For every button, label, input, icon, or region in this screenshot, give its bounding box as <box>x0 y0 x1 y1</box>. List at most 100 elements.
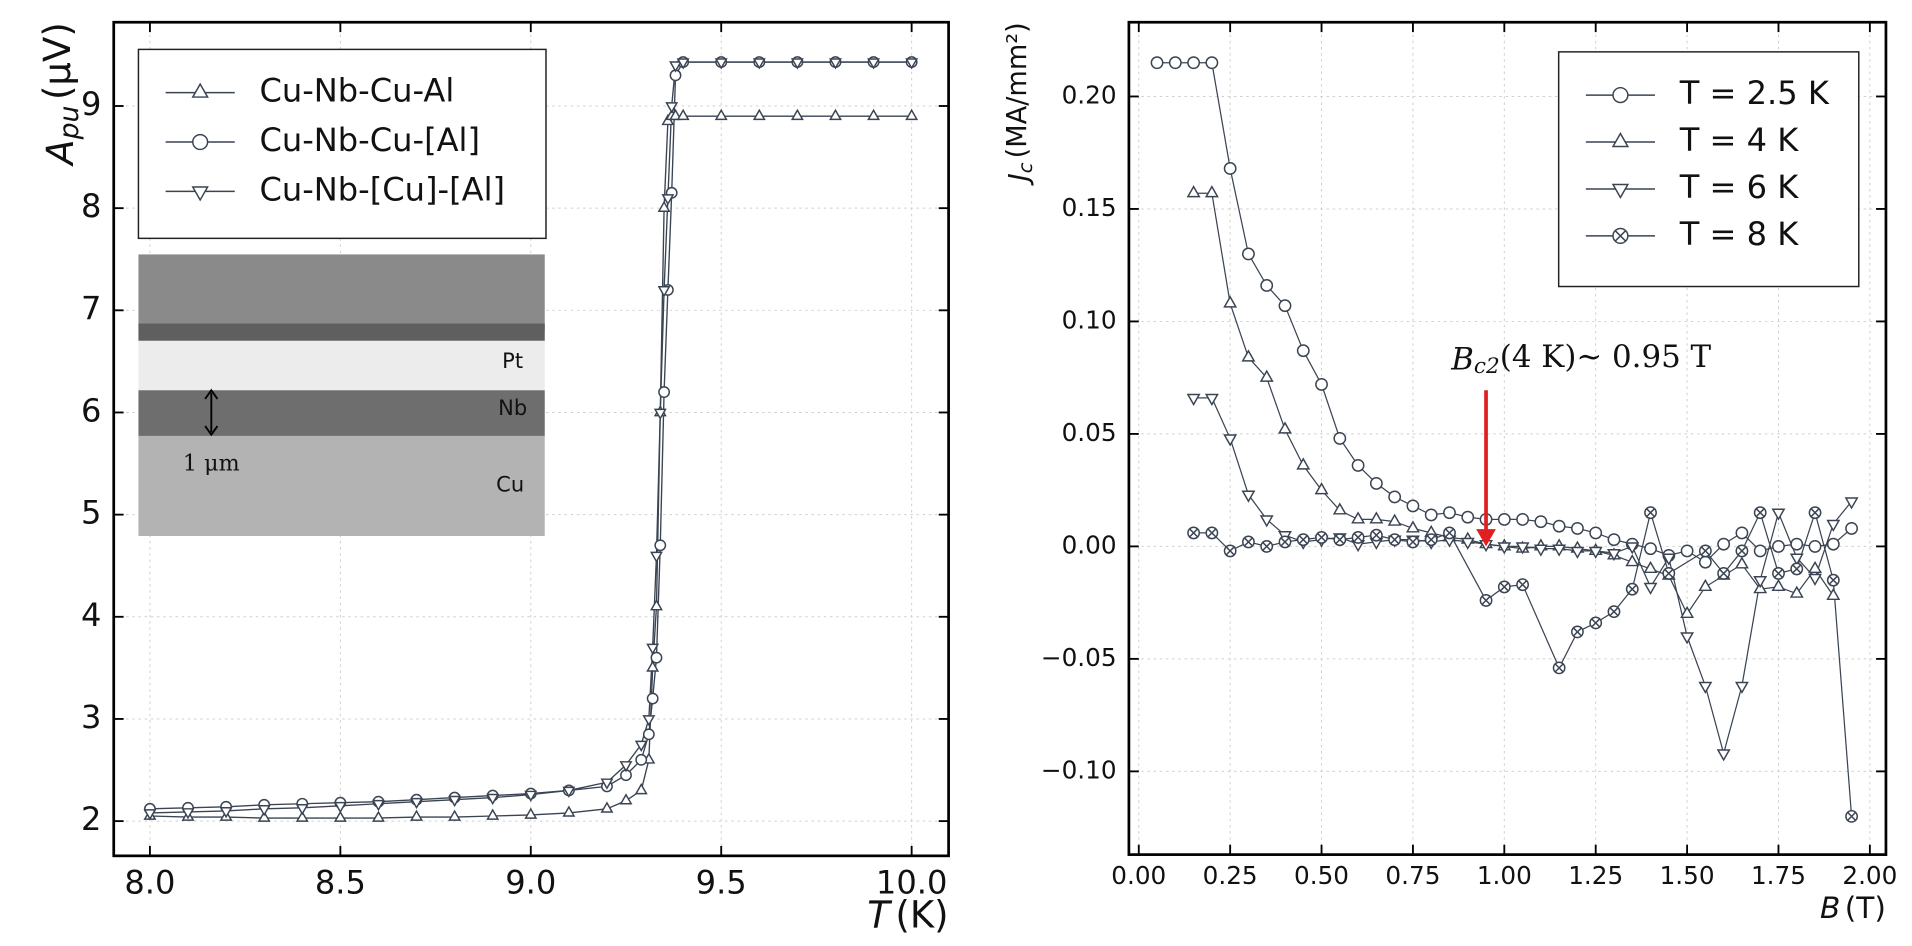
x-tick-label: 2.00 <box>1842 861 1897 890</box>
legend-label: T = 8 K <box>1679 215 1800 253</box>
marker-cross <box>1298 535 1308 545</box>
marker <box>1570 546 1585 559</box>
marker <box>143 809 157 821</box>
marker <box>1187 526 1201 540</box>
marker <box>1278 421 1292 434</box>
x-tick-label: 0.25 <box>1203 861 1258 890</box>
marker <box>1698 555 1712 569</box>
marker-cross <box>1792 564 1802 574</box>
marker <box>1644 542 1657 556</box>
y-tick-label: 2 <box>81 800 101 838</box>
marker <box>1698 544 1712 558</box>
annotation-symbol: B <box>1450 341 1474 377</box>
marker <box>1808 539 1822 553</box>
marker <box>1808 560 1822 574</box>
inset-label: Cu <box>496 472 524 496</box>
marker-cross <box>1371 530 1381 540</box>
marker <box>1753 506 1767 520</box>
marker <box>1611 183 1630 199</box>
marker <box>642 715 656 727</box>
marker <box>524 807 538 819</box>
marker <box>1223 544 1237 558</box>
marker <box>646 643 660 655</box>
x-tick-label: 8.5 <box>315 864 366 902</box>
inset-label: 1 μm <box>183 450 240 476</box>
marker <box>371 810 385 822</box>
marker-cross <box>1335 535 1345 545</box>
x-tick-label: 1.00 <box>1477 861 1532 890</box>
x-tick-label: 8.0 <box>124 864 175 902</box>
marker <box>1424 533 1438 547</box>
marker <box>191 82 209 98</box>
marker <box>371 799 385 812</box>
marker <box>1259 515 1274 528</box>
marker <box>191 186 209 202</box>
marker <box>867 58 881 70</box>
marker <box>669 108 682 121</box>
marker <box>1607 533 1621 547</box>
inset-label: Nb <box>498 396 527 420</box>
x-tick-label: 10.0 <box>876 864 947 902</box>
marker <box>619 761 633 773</box>
marker <box>1790 537 1804 551</box>
marker <box>790 108 804 121</box>
marker <box>1333 431 1347 445</box>
marker <box>1242 247 1255 261</box>
marker <box>486 808 500 820</box>
marker <box>1717 537 1731 551</box>
marker <box>1388 490 1402 504</box>
legend-label: T = 4 K <box>1679 121 1800 159</box>
marker-cross <box>1518 580 1528 590</box>
inset-layer <box>138 340 545 391</box>
marker <box>1845 809 1859 823</box>
marker <box>1753 544 1767 558</box>
marker <box>661 194 675 206</box>
series-line <box>149 115 912 819</box>
plot-frame <box>1127 20 1888 856</box>
marker <box>1698 578 1713 592</box>
marker <box>1753 576 1768 589</box>
inset-layer <box>138 390 545 436</box>
marker <box>1571 521 1584 535</box>
marker <box>1845 521 1859 535</box>
y-tick-label: 0.00 <box>1062 530 1117 559</box>
marker-cross <box>1664 568 1674 578</box>
marker <box>676 58 690 70</box>
marker <box>1607 605 1621 619</box>
marker <box>650 651 663 664</box>
axis-label: T (K) <box>867 893 948 936</box>
axis-symbol: T <box>867 893 893 936</box>
marker <box>1662 566 1676 580</box>
marker <box>181 808 195 820</box>
marker <box>1223 434 1238 447</box>
marker <box>600 801 614 813</box>
marker <box>1789 585 1804 598</box>
marker <box>1241 349 1256 362</box>
marker <box>1844 497 1859 510</box>
marker <box>1315 530 1328 544</box>
axis-symbol: A <box>38 139 81 166</box>
marker <box>1826 573 1840 587</box>
marker <box>448 795 462 808</box>
marker <box>1278 535 1292 549</box>
marker <box>1187 56 1201 70</box>
marker <box>1497 580 1511 594</box>
y-tick-label: −0.05 <box>1041 643 1117 672</box>
x-tick-label: 9.5 <box>696 864 747 902</box>
marker <box>1552 661 1566 675</box>
inset-layer <box>138 323 545 341</box>
marker <box>1533 544 1548 557</box>
marker <box>1369 511 1384 524</box>
marker <box>1497 512 1511 526</box>
series-line <box>1193 510 1853 817</box>
marker-cross <box>1426 535 1436 545</box>
marker <box>752 108 766 121</box>
marker <box>1643 582 1658 595</box>
marker-cross <box>1719 568 1729 578</box>
marker <box>657 200 671 213</box>
marker <box>1716 749 1731 762</box>
marker <box>1351 511 1366 524</box>
marker-cross <box>1773 568 1783 578</box>
marker-cross <box>1444 528 1454 538</box>
